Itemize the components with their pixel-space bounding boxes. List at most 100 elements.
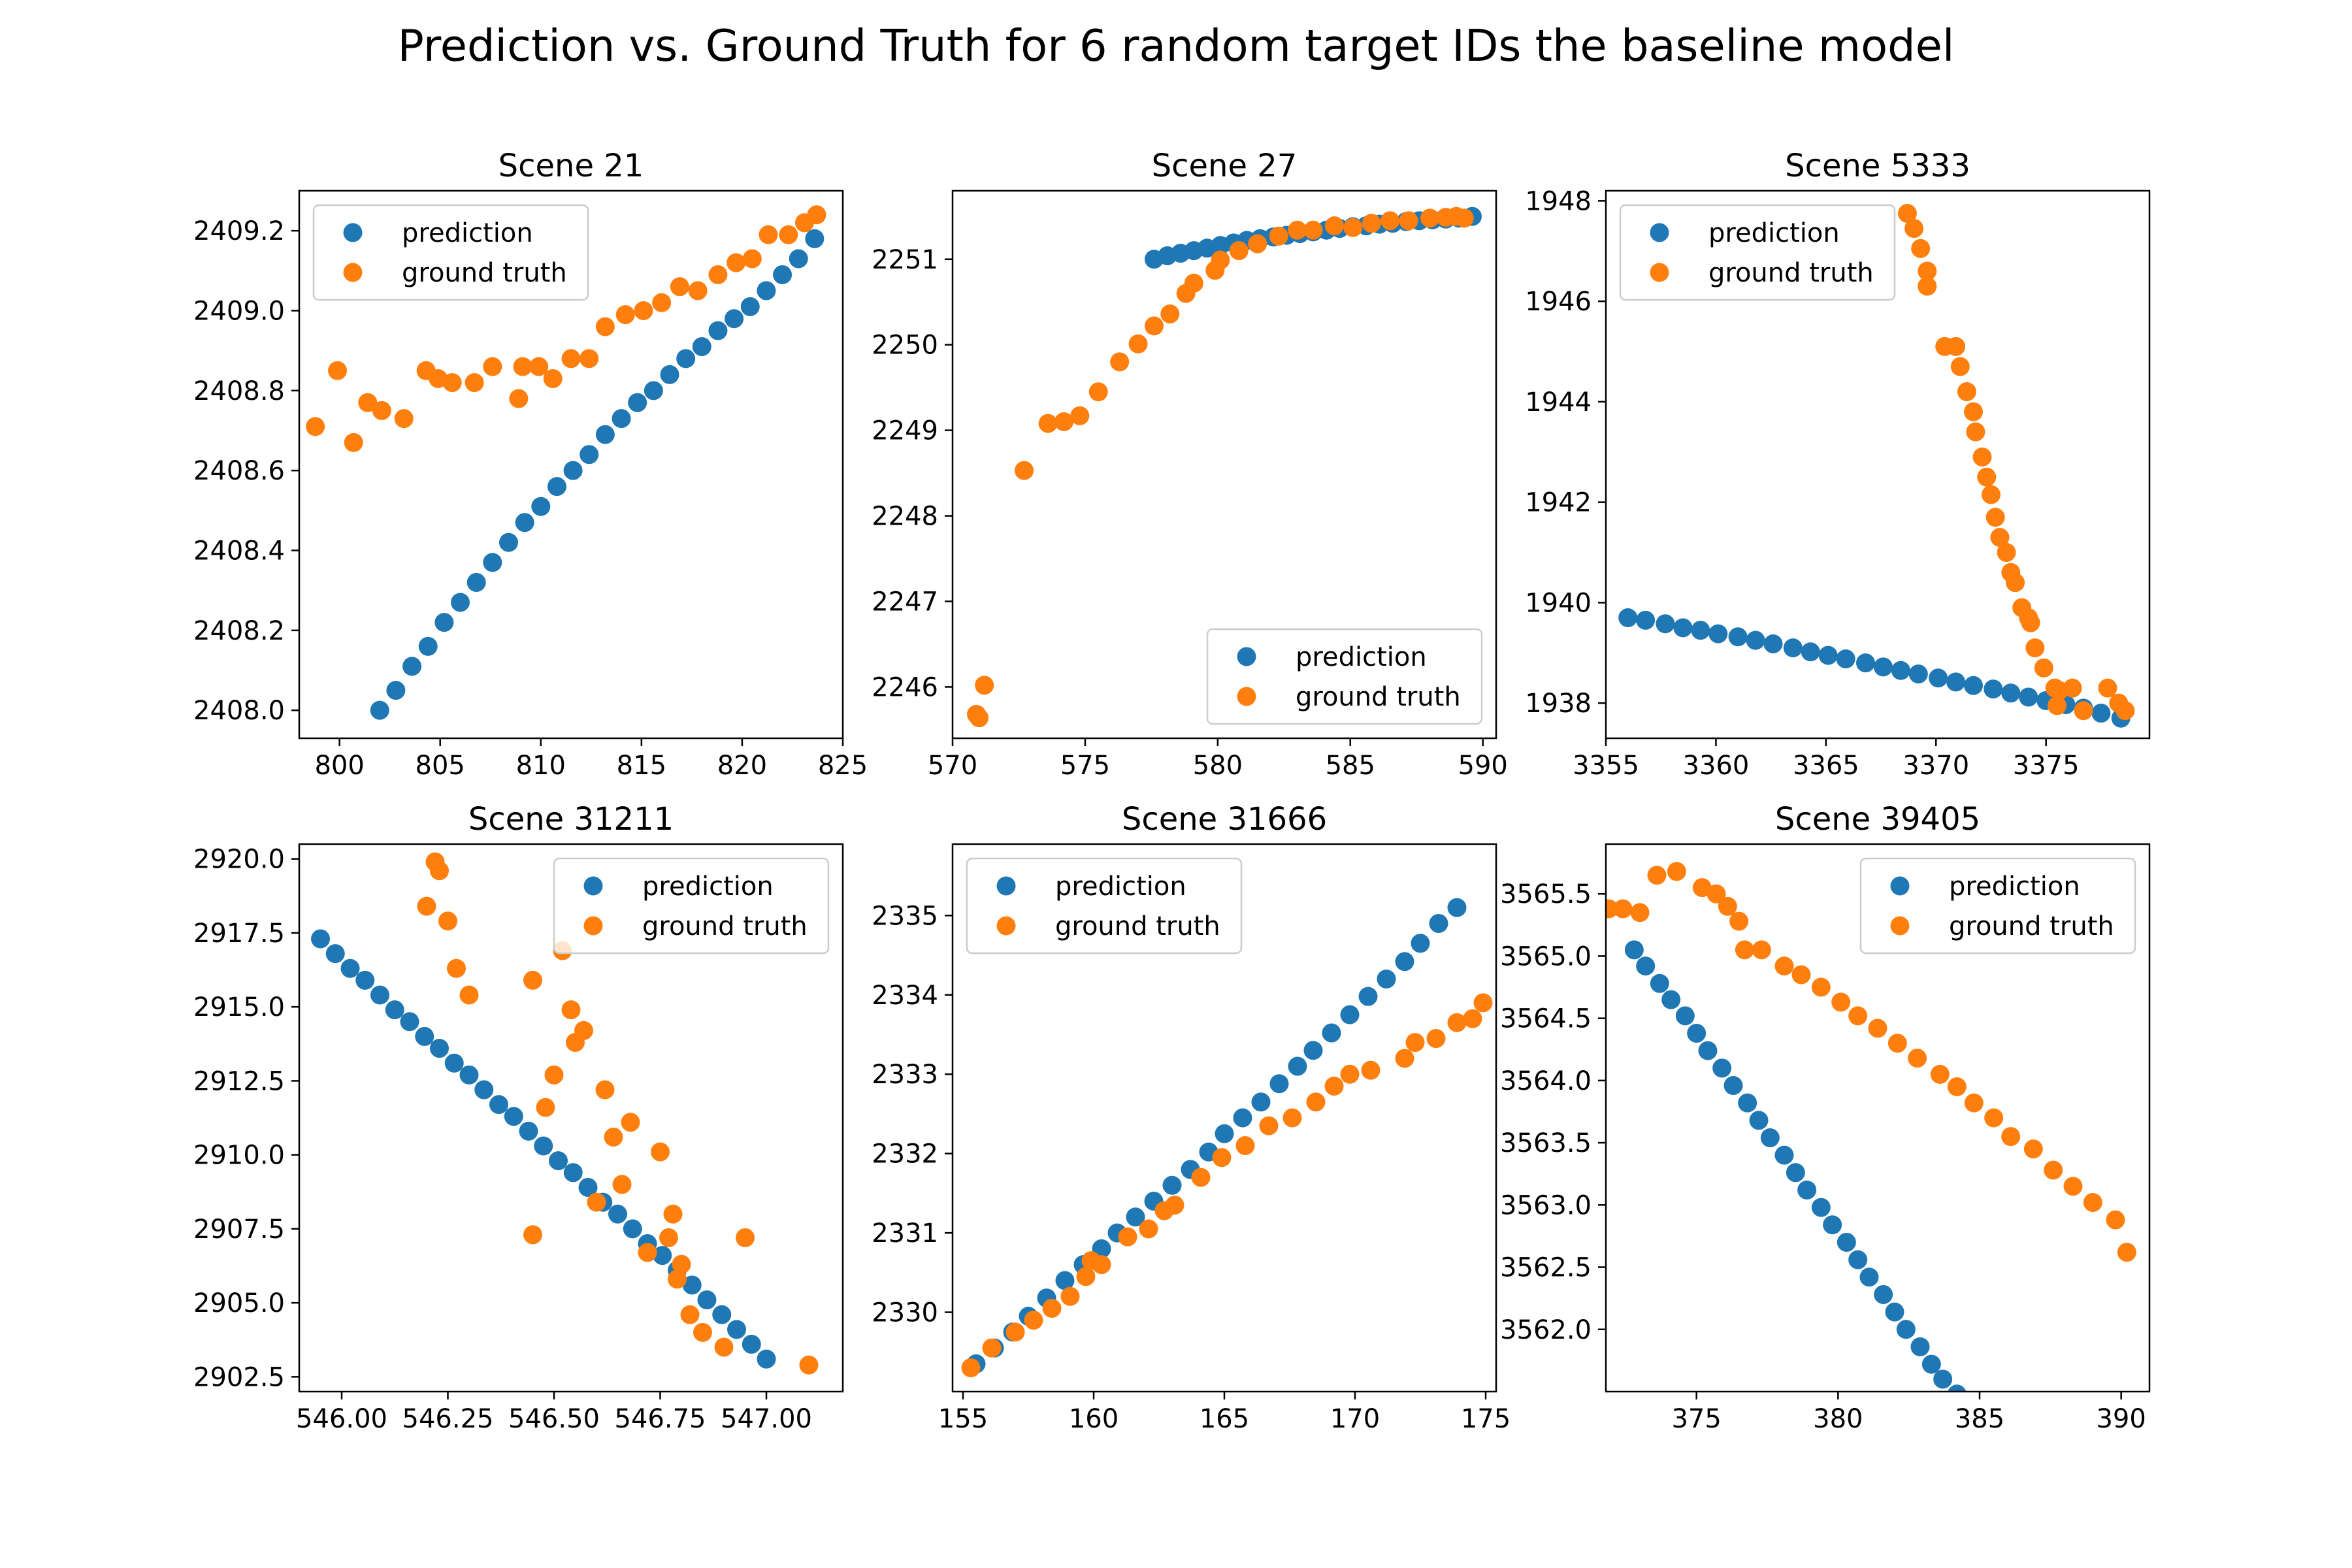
y-tick-label: 2247: [872, 587, 938, 617]
ground-truth-point: [1212, 1148, 1232, 1168]
x-tick-label: 3355: [1573, 751, 1639, 781]
prediction-point: [1429, 913, 1448, 933]
prediction-point: [563, 1163, 583, 1183]
x-tick-label: 546.50: [508, 1404, 600, 1434]
prediction-point: [742, 1335, 761, 1354]
ground-truth-point: [483, 357, 502, 376]
prediction-point: [1377, 969, 1396, 988]
y-tick-label: 1942: [1525, 488, 1592, 518]
ground-truth-point: [1997, 543, 2016, 563]
ground-truth-point: [672, 1254, 691, 1274]
prediction-point: [385, 1000, 404, 1020]
y-tick-label: 3563.0: [1500, 1190, 1592, 1220]
prediction-point: [1215, 1124, 1234, 1143]
prediction-point: [697, 1290, 717, 1310]
ground-truth-point: [1729, 911, 1749, 931]
ground-truth-point: [670, 277, 689, 297]
ground-truth-point: [1868, 1019, 1887, 1038]
ground-truth-point: [1831, 992, 1851, 1012]
ground-truth-point: [975, 676, 994, 695]
ground-truth-point: [1038, 414, 1058, 433]
ground-truth-point: [1306, 1092, 1326, 1112]
ground-truth-point: [651, 1142, 670, 1162]
y-tick-label: 2408.8: [193, 376, 285, 406]
ground-truth-point: [759, 225, 778, 244]
y-tick-label: 2409.0: [193, 297, 285, 327]
ground-truth-point: [2023, 1139, 2043, 1159]
ground-truth-point: [1144, 316, 1164, 336]
prediction-point: [1921, 1354, 1941, 1374]
legend-label: ground truth: [1055, 911, 1220, 941]
y-tick-label: 3564.0: [1500, 1066, 1592, 1096]
axes-frame: [1605, 843, 2151, 1393]
ground-truth-point: [1248, 234, 1267, 253]
ground-truth-point: [779, 225, 798, 244]
x-tick-label: 160: [1069, 1404, 1119, 1434]
prediction-point: [595, 425, 615, 444]
prediction-point: [534, 1136, 553, 1156]
x-tick-label: 820: [717, 751, 767, 781]
legend-marker-ground-truth: [1890, 916, 1910, 936]
ground-truth-point: [1692, 878, 1712, 898]
x-tick-label: 815: [617, 751, 666, 781]
ground-truth-point: [1259, 1116, 1279, 1135]
prediction-point: [1859, 1267, 1879, 1287]
prediction-point: [1746, 630, 1765, 650]
ground-truth-point: [2098, 678, 2117, 698]
prediction-point: [563, 461, 583, 480]
ground-truth-point: [1211, 250, 1230, 270]
ground-truth-point: [680, 1305, 700, 1324]
ground-truth-point: [1990, 527, 2010, 547]
prediction-point: [682, 1275, 702, 1295]
ground-truth-point: [2006, 573, 2025, 593]
y-tick-label: 3565.5: [1500, 879, 1592, 909]
y-tick-label: 2920.0: [193, 845, 285, 875]
x-tick-label: 3365: [1793, 751, 1859, 781]
prediction-point: [474, 1080, 494, 1100]
legend: prediction ground truth: [1619, 204, 1896, 301]
y-tick-label: 3563.5: [1500, 1128, 1592, 1158]
ground-truth-point: [1060, 1286, 1080, 1306]
ground-truth-point: [1647, 866, 1667, 885]
prediction-point: [386, 681, 406, 700]
prediction-point: [1837, 1232, 1856, 1252]
subplot-title: Scene 39405: [1775, 801, 1980, 838]
legend-label: prediction: [1949, 872, 2080, 902]
prediction-point: [660, 365, 679, 384]
prediction-point: [1358, 987, 1378, 1006]
legend-label: prediction: [1055, 872, 1186, 902]
ground-truth-point: [1128, 334, 1148, 353]
legend-label: prediction: [1296, 642, 1427, 672]
x-tick-label: 580: [1193, 751, 1243, 781]
ground-truth-point: [2034, 658, 2053, 678]
y-tick-label: 1944: [1525, 387, 1592, 417]
prediction-point: [1395, 952, 1414, 972]
x-tick-label: 825: [818, 751, 868, 781]
ground-truth-point: [1918, 261, 1937, 281]
y-tick-label: 2331: [872, 1218, 938, 1249]
prediction-point: [434, 613, 454, 632]
ground-truth-point: [1324, 216, 1344, 236]
ground-truth-point: [1908, 1049, 1927, 1068]
y-tick-label: 1948: [1525, 186, 1592, 216]
ground-truth-point: [2048, 696, 2067, 715]
prediction-point: [1656, 614, 1675, 634]
prediction-point: [1728, 627, 1748, 647]
prediction-point: [1797, 1180, 1817, 1200]
y-tick-label: 2902.5: [193, 1362, 285, 1392]
x-tick-label: 3375: [2013, 751, 2080, 781]
ground-truth-point: [1897, 204, 1917, 223]
prediction-point: [370, 700, 389, 720]
prediction-point: [644, 381, 663, 400]
prediction-point: [1874, 1284, 1893, 1304]
ground-truth-point: [1395, 1049, 1414, 1068]
prediction-point: [498, 532, 518, 552]
ground-truth-point: [543, 368, 563, 388]
data-points: [311, 852, 819, 1375]
x-tick-label: 3370: [1903, 751, 1969, 781]
ground-truth-point: [580, 349, 599, 368]
prediction-point: [1162, 1175, 1182, 1195]
x-tick-label: 546.00: [296, 1404, 387, 1434]
ground-truth-point: [807, 205, 826, 225]
prediction-point: [531, 497, 551, 516]
